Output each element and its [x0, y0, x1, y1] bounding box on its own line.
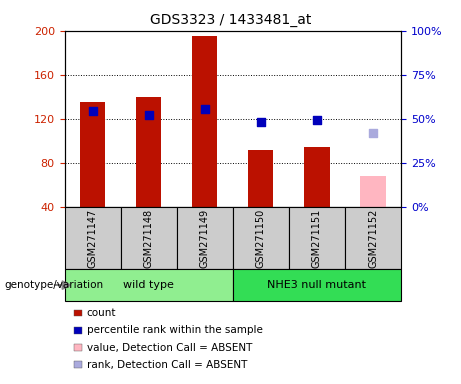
Bar — [121, 207, 177, 269]
Bar — [192, 36, 218, 207]
Bar — [289, 207, 345, 269]
FancyArrow shape — [54, 281, 71, 290]
Text: rank, Detection Call = ABSENT: rank, Detection Call = ABSENT — [87, 360, 247, 370]
Text: NHE3 null mutant: NHE3 null mutant — [267, 280, 366, 290]
Point — [145, 111, 152, 118]
Text: GDS3323 / 1433481_at: GDS3323 / 1433481_at — [150, 13, 311, 27]
Bar — [177, 207, 233, 269]
Bar — [304, 147, 330, 207]
Bar — [233, 207, 289, 269]
Text: GSM271149: GSM271149 — [200, 209, 210, 268]
Text: percentile rank within the sample: percentile rank within the sample — [87, 325, 263, 335]
Bar — [248, 150, 273, 207]
Point — [257, 119, 265, 126]
Bar — [345, 207, 401, 269]
Bar — [361, 177, 386, 207]
Text: GSM271151: GSM271151 — [312, 209, 322, 268]
Text: GSM271148: GSM271148 — [144, 209, 154, 268]
Text: count: count — [87, 308, 116, 318]
Text: wild type: wild type — [123, 280, 174, 290]
Point — [201, 106, 208, 112]
Point — [313, 117, 321, 123]
Text: GSM271150: GSM271150 — [256, 209, 266, 268]
Text: GSM271152: GSM271152 — [368, 209, 378, 268]
Point — [369, 130, 377, 136]
Text: value, Detection Call = ABSENT: value, Detection Call = ABSENT — [87, 343, 252, 353]
Text: genotype/variation: genotype/variation — [5, 280, 104, 290]
Bar — [65, 269, 233, 301]
Point — [89, 108, 96, 114]
Bar — [233, 269, 401, 301]
Bar — [80, 103, 105, 207]
Text: GSM271147: GSM271147 — [88, 209, 98, 268]
Bar — [65, 207, 121, 269]
Bar — [136, 97, 161, 207]
